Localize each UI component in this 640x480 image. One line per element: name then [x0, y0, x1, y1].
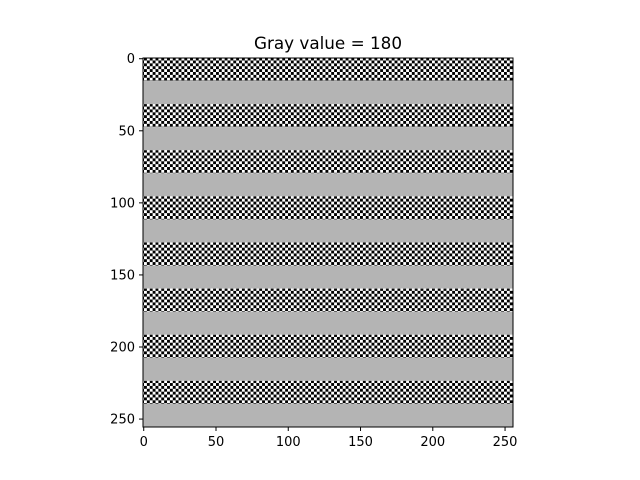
- x-tick-label: 250: [493, 435, 518, 450]
- x-tick-label: 100: [276, 435, 301, 450]
- checker-band: [143, 288, 513, 312]
- axes-frame: [142, 57, 514, 428]
- x-tick-label: 50: [208, 435, 225, 450]
- checker-band: [143, 334, 513, 358]
- checker-band: [143, 242, 513, 266]
- gray-band: [143, 173, 513, 197]
- checker-band: [143, 380, 513, 404]
- x-tick-label: 200: [420, 435, 445, 450]
- gray-band: [143, 127, 513, 151]
- x-axis: 0 50 100 150 200 250: [140, 427, 518, 450]
- y-tick-label: 200: [110, 341, 135, 356]
- gray-band: [143, 265, 513, 289]
- y-tick-label: 100: [110, 196, 135, 211]
- gray-band: [143, 219, 513, 243]
- image-area: [143, 58, 513, 427]
- gray-band: [143, 357, 513, 381]
- gray-band: [143, 311, 513, 335]
- y-axis: 0 50 100 150 200 250: [110, 52, 143, 428]
- y-tick-label: 150: [110, 268, 135, 283]
- checker-band: [143, 58, 513, 82]
- gray-band: [143, 81, 513, 105]
- y-tick-label: 250: [110, 413, 135, 428]
- x-tick-label: 150: [348, 435, 373, 450]
- checker-band: [143, 196, 513, 220]
- checker-band: [143, 104, 513, 128]
- y-tick-label: 50: [118, 124, 135, 139]
- chart-title: Gray value = 180: [254, 33, 402, 53]
- x-tick-label: 0: [140, 435, 148, 450]
- checker-band: [143, 150, 513, 174]
- y-tick-label: 0: [127, 52, 135, 67]
- gray-band: [143, 403, 513, 427]
